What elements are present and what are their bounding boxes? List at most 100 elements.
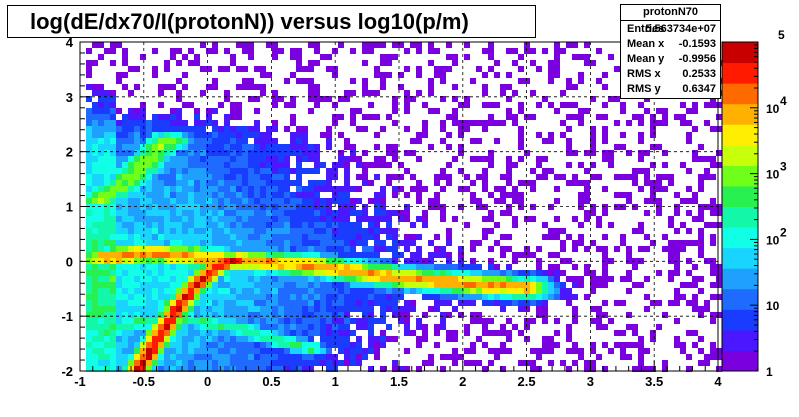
heatmap-cell: [122, 318, 128, 324]
heatmap-cell: [392, 306, 398, 312]
heatmap-cell: [122, 150, 128, 156]
heatmap-cell: [548, 276, 554, 282]
heatmap-cell: [554, 294, 560, 300]
heatmap-cell: [242, 168, 248, 174]
heatmap-cell: [668, 222, 674, 228]
heatmap-cell: [710, 294, 716, 300]
heatmap-cell: [494, 276, 500, 282]
heatmap-cell: [356, 282, 362, 288]
heatmap-cell: [596, 306, 602, 312]
heatmap-cell: [140, 270, 146, 276]
heatmap-cell: [182, 132, 188, 138]
heatmap-cell: [278, 246, 284, 252]
heatmap-cell: [362, 300, 368, 306]
heatmap-cell: [266, 264, 272, 270]
heatmap-cell: [140, 312, 146, 318]
heatmap-cell: [296, 186, 302, 192]
heatmap-cell: [86, 180, 92, 186]
color-scale-step: [722, 206, 758, 228]
heatmap-cell: [356, 270, 362, 276]
heatmap-cell: [512, 276, 518, 282]
heatmap-cell: [548, 270, 554, 276]
heatmap-cell: [434, 174, 440, 180]
heatmap-cell: [464, 222, 470, 228]
heatmap-cell: [188, 126, 194, 132]
heatmap-cell: [440, 252, 446, 258]
heatmap-cell: [176, 186, 182, 192]
heatmap-cell: [266, 330, 272, 336]
heatmap-cell: [278, 234, 284, 240]
heatmap-cell: [464, 270, 470, 276]
heatmap-cell: [122, 198, 128, 204]
heatmap-cell: [662, 108, 668, 114]
heatmap-cell: [170, 198, 176, 204]
heatmap-cell: [152, 66, 158, 72]
heatmap-cell: [248, 324, 254, 330]
heatmap-cell: [674, 318, 680, 324]
heatmap-cell: [368, 312, 374, 318]
heatmap-cell: [560, 228, 566, 234]
heatmap-cell: [230, 162, 236, 168]
heatmap-cell: [476, 156, 482, 162]
heatmap-cell: [260, 240, 266, 246]
heatmap-cell: [170, 306, 176, 312]
plot-grid: [80, 42, 718, 371]
heatmap-cell: [236, 102, 242, 108]
heatmap-cell: [236, 354, 242, 360]
heatmap-cell: [98, 102, 104, 108]
heatmap-cell: [374, 216, 380, 222]
heatmap-cell: [590, 126, 596, 132]
heatmap-cell: [308, 216, 314, 222]
heatmap-cell: [206, 132, 212, 138]
heatmap-cell: [284, 264, 290, 270]
heatmap-cell: [176, 210, 182, 216]
heatmap-cell: [188, 366, 194, 372]
heatmap-cell: [506, 84, 512, 90]
heatmap-cell: [188, 276, 194, 282]
heatmap-cell: [386, 288, 392, 294]
heatmap-cell: [368, 348, 374, 354]
heatmap-cell: [122, 192, 128, 198]
heatmap-cell: [440, 120, 446, 126]
heatmap-cell: [272, 336, 278, 342]
heatmap-cell: [524, 306, 530, 312]
heatmap-cell: [266, 144, 272, 150]
heatmap-cell: [260, 84, 266, 90]
heatmap-cell: [356, 306, 362, 312]
heatmap-cell: [392, 150, 398, 156]
heatmap-cell: [170, 348, 176, 354]
heatmap-cell: [656, 108, 662, 114]
heatmap-cell: [344, 138, 350, 144]
heatmap-cell: [488, 48, 494, 54]
heatmap-cell: [362, 180, 368, 186]
heatmap-cell: [542, 282, 548, 288]
heatmap-cell: [404, 276, 410, 282]
heatmap-cell: [668, 246, 674, 252]
heatmap-cell: [494, 120, 500, 126]
heatmap-cell: [290, 246, 296, 252]
heatmap-cell: [602, 126, 608, 132]
heatmap-cell: [260, 300, 266, 306]
heatmap-cell: [578, 114, 584, 120]
heatmap-cell: [128, 330, 134, 336]
heatmap-cell: [98, 282, 104, 288]
heatmap-cell: [290, 270, 296, 276]
heatmap-cell: [452, 84, 458, 90]
heatmap-cell: [182, 294, 188, 300]
heatmap-cell: [500, 306, 506, 312]
heatmap-cell: [242, 240, 248, 246]
heatmap-cell: [446, 330, 452, 336]
heatmap-cell: [98, 198, 104, 204]
heatmap-cell: [716, 270, 722, 276]
heatmap-cell: [152, 222, 158, 228]
heatmap-cell: [428, 360, 434, 366]
heatmap-cell: [518, 276, 524, 282]
heatmap-cell: [410, 174, 416, 180]
heatmap-cell: [200, 336, 206, 342]
heatmap-cell: [230, 216, 236, 222]
heatmap-cell: [326, 324, 332, 330]
heatmap-cell: [326, 318, 332, 324]
heatmap-cell: [542, 138, 548, 144]
heatmap-cell: [518, 360, 524, 366]
heatmap-cell: [434, 276, 440, 282]
